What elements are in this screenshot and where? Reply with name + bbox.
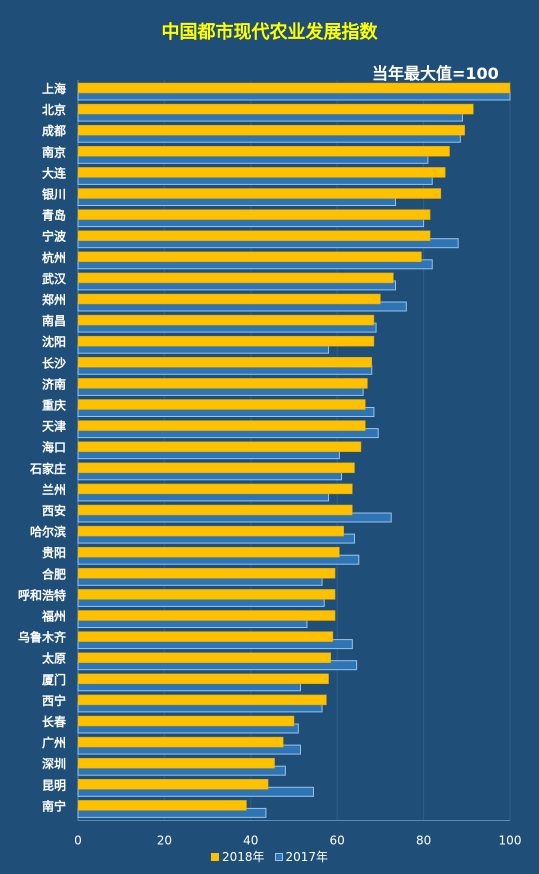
x-tick-label-4: 80 [416, 834, 431, 848]
bar-2018-28 [77, 673, 329, 685]
category-label-18: 石家庄 [29, 461, 66, 476]
x-tick-label-5: 100 [499, 834, 522, 848]
bar-2018-13 [77, 357, 373, 368]
bar-2018-4 [77, 167, 446, 178]
legend-label-2017: 2017年 [285, 850, 329, 864]
bar-2018-8 [77, 251, 422, 263]
legend-item-2017: 2017年 [274, 848, 329, 865]
category-label-19: 兰州 [42, 482, 66, 497]
category-label-3: 南京 [42, 144, 66, 159]
bar-2018-15 [77, 399, 366, 410]
bar-2018-20 [77, 504, 353, 516]
legend-swatch-2017 [274, 852, 283, 861]
legend: 2018年 2017年 [0, 848, 539, 865]
category-label-16: 天津 [42, 419, 66, 434]
bar-2018-6 [77, 209, 431, 220]
bar-2018-3 [77, 146, 450, 157]
bar-2018-34 [77, 800, 247, 811]
max-value-note: 当年最大值=100 [372, 64, 499, 83]
bar-2018-19 [77, 483, 353, 495]
bar-2018-29 [77, 694, 327, 706]
bar-2018-10 [77, 293, 381, 305]
x-tick-label-0: 0 [74, 834, 82, 848]
bar-2018-14 [77, 378, 368, 389]
category-label-29: 西宁 [42, 693, 66, 708]
category-label-28: 厦门 [42, 672, 66, 687]
bar-2018-7 [77, 230, 431, 241]
x-tick-label-3: 60 [330, 834, 345, 848]
bar-2018-5 [77, 188, 442, 199]
category-label-30: 长春 [42, 714, 67, 729]
category-label-4: 大连 [42, 165, 67, 180]
category-label-17: 海口 [42, 440, 66, 455]
bar-2018-26 [77, 631, 334, 642]
category-label-31: 广州 [42, 735, 66, 750]
category-label-7: 宁波 [42, 229, 67, 244]
bar-2018-2 [77, 124, 465, 136]
legend-item-2018: 2018年 [210, 848, 265, 865]
category-label-12: 沈阳 [42, 334, 66, 349]
category-label-9: 武汉 [42, 271, 67, 286]
category-label-11: 南昌 [42, 313, 66, 328]
chart-title: 中国都市现代农业发展指数 [161, 22, 378, 43]
category-label-6: 青岛 [42, 208, 66, 223]
bar-2018-9 [77, 272, 394, 284]
category-label-5: 银川 [42, 187, 66, 202]
category-label-20: 西安 [42, 503, 66, 518]
legend-swatch-2018 [210, 852, 219, 861]
category-label-8: 杭州 [42, 250, 66, 265]
bar-2018-16 [77, 420, 366, 431]
category-label-23: 合肥 [42, 566, 66, 581]
category-label-33: 昆明 [42, 778, 66, 792]
bar-2018-31 [77, 736, 284, 748]
bar-2018-32 [77, 757, 275, 769]
category-label-34: 南宁 [42, 798, 66, 813]
category-label-14: 济南 [42, 376, 66, 391]
category-label-25: 福州 [41, 609, 66, 624]
bar-2018-12 [77, 335, 375, 347]
bar-2018-22 [77, 546, 340, 558]
bar-2018-21 [77, 525, 344, 537]
bar-2018-18 [77, 462, 355, 474]
bar-2018-25 [77, 610, 336, 621]
bar-2018-11 [77, 314, 375, 326]
category-label-24: 呼和浩特 [18, 587, 66, 602]
bar-2018-0 [77, 82, 511, 94]
bar-2018-30 [77, 715, 295, 727]
category-label-27: 太原 [42, 651, 66, 666]
category-label-10: 郑州 [42, 292, 66, 307]
category-label-1: 北京 [42, 102, 66, 117]
category-label-13: 长沙 [42, 355, 66, 370]
bar-2018-33 [77, 779, 269, 790]
category-label-32: 深圳 [42, 756, 66, 771]
bar-2018-23 [77, 568, 336, 579]
category-label-26: 乌鲁木齐 [18, 630, 67, 645]
bar-2018-17 [77, 441, 362, 452]
category-label-22: 贵阳 [42, 545, 66, 560]
category-label-15: 重庆 [42, 398, 66, 413]
category-label-0: 上海 [42, 81, 66, 96]
bar-2018-1 [77, 103, 474, 115]
bar-2018-24 [77, 589, 336, 600]
x-tick-label-1: 20 [157, 834, 172, 848]
bar-2018-27 [77, 652, 331, 663]
x-tick-label-2: 40 [243, 834, 258, 848]
legend-label-2018: 2018年 [221, 850, 265, 864]
category-label-2: 成都 [42, 123, 66, 138]
category-label-21: 哈尔滨 [30, 524, 66, 539]
